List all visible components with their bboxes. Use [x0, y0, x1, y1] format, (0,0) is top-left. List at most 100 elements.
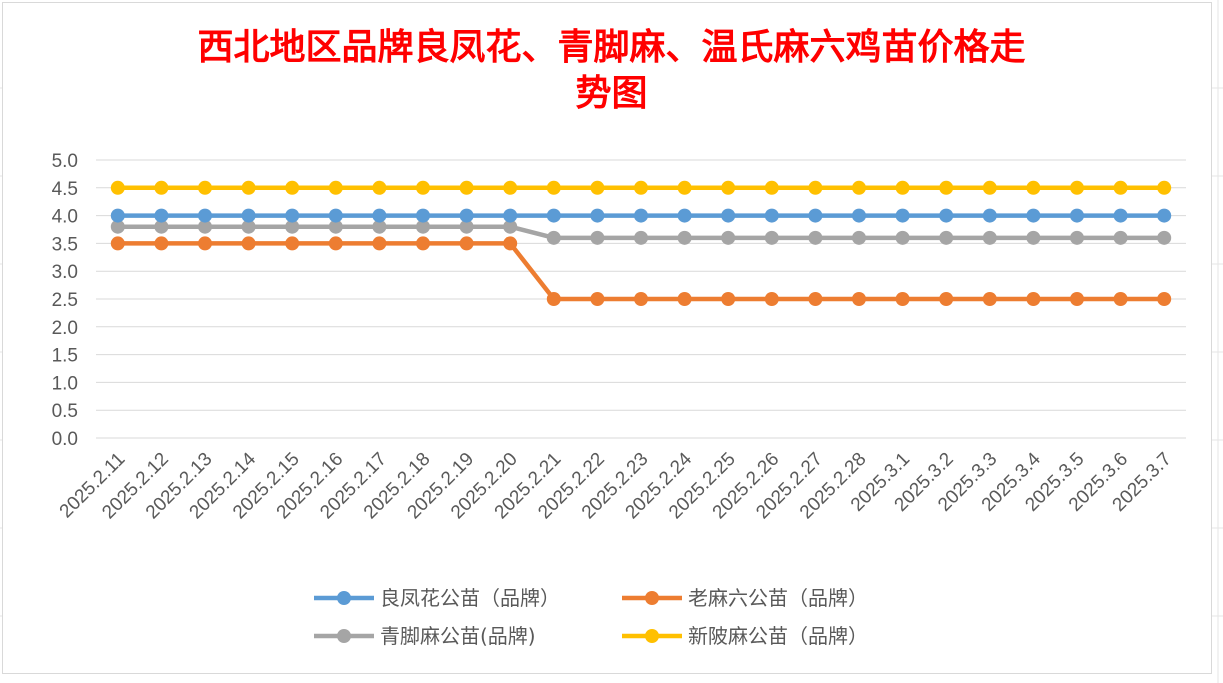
legend-label: 良凤花公苗（品牌）: [380, 586, 560, 610]
data-point: [241, 219, 256, 234]
data-point: [285, 208, 300, 223]
data-point: [1113, 230, 1128, 245]
data-point: [328, 236, 343, 251]
data-point: [285, 219, 300, 234]
data-point: [939, 292, 954, 306]
legend-label: 新陂麻公苗（品牌）: [688, 624, 868, 648]
data-point: [808, 230, 823, 245]
data-point: [1113, 292, 1128, 306]
data-point: [634, 180, 648, 195]
data-point: [677, 292, 692, 306]
series-2: [110, 219, 1172, 245]
series-3: [110, 180, 1172, 195]
data-point: [1070, 292, 1084, 306]
data-point: [503, 236, 518, 251]
data-point: [459, 180, 474, 195]
y-tick-label: 2.5: [52, 290, 78, 311]
data-point: [241, 208, 256, 223]
data-point: [939, 230, 954, 245]
data-point: [590, 208, 605, 223]
data-point: [1157, 208, 1172, 223]
y-tick-label: 3.0: [52, 262, 78, 283]
data-point: [1070, 230, 1084, 245]
data-point: [503, 180, 518, 195]
data-point: [852, 292, 866, 306]
data-point: [459, 219, 474, 234]
data-point: [416, 180, 430, 195]
legend-item: 良凤花公苗（品牌）: [314, 586, 560, 610]
data-point: [939, 208, 954, 223]
y-tick-label: 3.5: [52, 234, 78, 255]
data-point: [285, 236, 300, 251]
data-point: [1026, 180, 1041, 195]
data-point: [982, 230, 997, 245]
y-tick-label: 0.5: [52, 401, 78, 422]
chart-title-line-1: 西北地区品牌良凤花、青脚麻、温氏麻六鸡苗价格走: [197, 26, 1026, 68]
chart-title-line-2: 势图: [575, 72, 648, 114]
series-0: [110, 208, 1172, 223]
data-point: [328, 180, 343, 195]
data-point: [1113, 180, 1128, 195]
data-point: [764, 208, 779, 223]
data-point: [1157, 292, 1172, 306]
legend-item: 青脚麻公苗(品牌): [314, 624, 536, 648]
legend-item: 新陂麻公苗（品牌）: [622, 624, 868, 648]
data-point: [634, 208, 648, 223]
data-point: [939, 180, 954, 195]
data-point: [154, 208, 169, 223]
data-point: [459, 236, 474, 251]
data-point: [154, 180, 169, 195]
data-point: [198, 180, 212, 195]
chart-title: 西北地区品牌良凤花、青脚麻、温氏麻六鸡苗价格走 势图: [0, 24, 1223, 116]
data-point: [895, 208, 910, 223]
data-point: [503, 208, 518, 223]
legend-marker: [337, 629, 351, 643]
y-tick-label: 2.0: [52, 318, 78, 339]
y-tick-label: 4.5: [52, 179, 78, 200]
data-point: [721, 292, 736, 306]
data-point: [721, 230, 736, 245]
series-1: [110, 236, 1172, 306]
data-point: [808, 292, 823, 306]
data-point: [198, 236, 212, 251]
data-point: [677, 230, 692, 245]
legend-item: 老麻六公苗（品牌）: [622, 586, 868, 610]
data-point: [634, 292, 648, 306]
data-point: [721, 180, 736, 195]
data-point: [895, 230, 910, 245]
data-point: [895, 180, 910, 195]
data-point: [546, 230, 561, 245]
y-tick-label: 1.0: [52, 373, 78, 394]
data-point: [110, 236, 125, 251]
data-point: [808, 208, 823, 223]
data-point: [764, 180, 779, 195]
data-point: [982, 292, 997, 306]
y-axis: 5.0 4.5 4.0 3.5 3.0 2.5 2.0 1.5 1.0 0.5 0.0: [52, 151, 78, 450]
data-point: [677, 208, 692, 223]
data-point: [328, 219, 343, 234]
chart-area[interactable]: [2, 2, 1212, 674]
data-point: [1026, 208, 1041, 223]
data-point: [198, 219, 212, 234]
legend-marker: [337, 591, 351, 605]
data-point: [852, 180, 866, 195]
y-tick-label: 4.0: [52, 207, 78, 228]
data-point: [154, 236, 169, 251]
y-tick-label: 5.0: [52, 151, 78, 172]
y-tick-label: 1.5: [52, 346, 78, 367]
data-point: [372, 219, 387, 234]
legend-label: 青脚麻公苗(品牌): [380, 624, 536, 648]
data-point: [503, 219, 518, 234]
data-point: [982, 180, 997, 195]
data-point: [1026, 230, 1041, 245]
data-point: [590, 180, 605, 195]
data-point: [372, 208, 387, 223]
data-point: [764, 230, 779, 245]
data-point: [328, 208, 343, 223]
data-point: [677, 180, 692, 195]
data-point: [372, 236, 387, 251]
series-group: [110, 180, 1172, 306]
data-point: [721, 208, 736, 223]
data-point: [416, 219, 430, 234]
